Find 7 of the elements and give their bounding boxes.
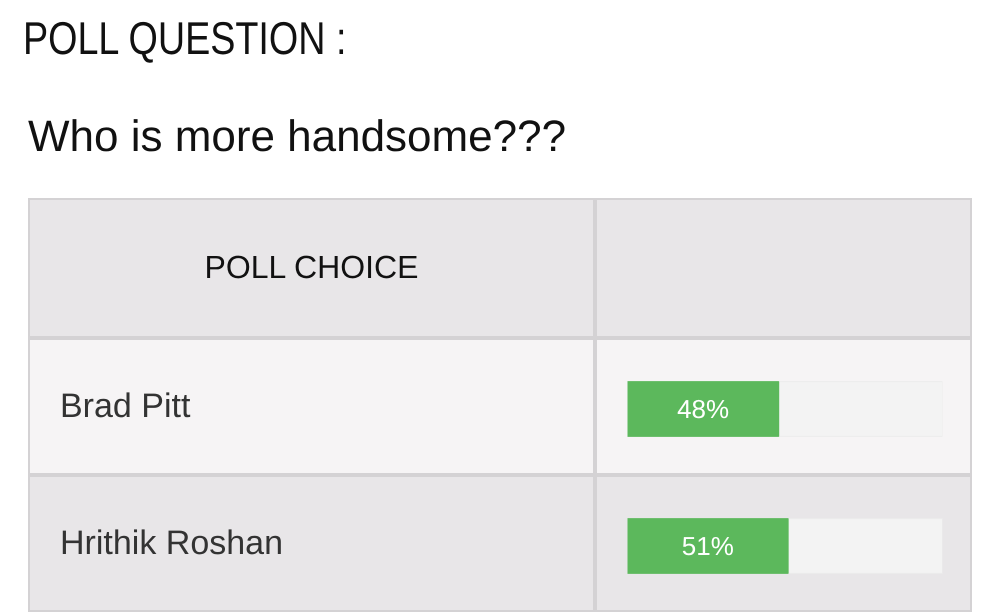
chart-subtitle: Who is more handsome??? [28,111,566,163]
text: POLL QUESTION : [22,11,346,66]
data-label: 51% [682,531,734,561]
y-tick-label: Brad Pitt [60,386,190,428]
data-label: 48% [677,394,730,424]
table-header-cell: POLL CHOICE [28,198,595,338]
y-tick-label: Hrithik Roshan [60,523,283,564]
